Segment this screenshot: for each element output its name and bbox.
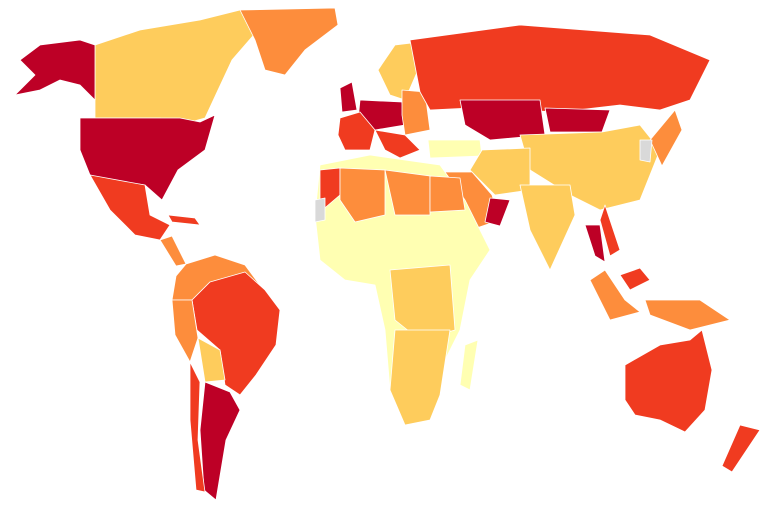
greenland xyxy=(239,7,339,76)
central-america xyxy=(159,235,187,267)
india xyxy=(519,184,576,271)
western-sahara xyxy=(314,197,326,223)
kazakhstan xyxy=(459,99,546,141)
australia xyxy=(624,329,713,433)
argentina xyxy=(199,381,241,501)
korea xyxy=(639,139,653,163)
mongolia xyxy=(544,107,611,133)
canada xyxy=(94,9,259,126)
alaska xyxy=(14,39,96,101)
iran-region xyxy=(469,147,531,196)
oman xyxy=(484,197,511,227)
indonesia-west xyxy=(589,269,641,321)
southern-africa xyxy=(389,329,451,426)
mexico xyxy=(89,174,171,241)
new-zealand xyxy=(721,424,761,473)
libya xyxy=(384,169,431,216)
indonesia-east xyxy=(644,299,731,331)
vietnam xyxy=(599,204,621,257)
madagascar xyxy=(459,339,479,391)
russia xyxy=(409,24,711,113)
japan xyxy=(649,109,683,167)
chile xyxy=(189,361,206,493)
italy-balkans xyxy=(374,129,421,159)
uk xyxy=(339,81,358,113)
turkey xyxy=(427,139,483,159)
thailand xyxy=(584,224,606,263)
cuba xyxy=(167,214,201,226)
china xyxy=(519,124,661,211)
bolivia xyxy=(197,337,226,383)
egypt xyxy=(429,175,466,213)
peru xyxy=(171,299,199,363)
usa xyxy=(79,114,216,201)
algeria xyxy=(339,167,386,223)
western-europe xyxy=(337,111,376,151)
malaysia xyxy=(619,267,651,291)
